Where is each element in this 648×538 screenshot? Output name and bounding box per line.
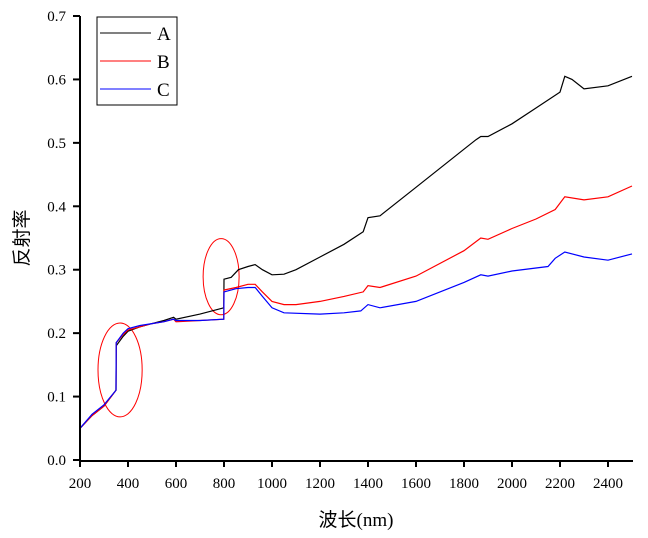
x-tick-label: 2000 bbox=[497, 476, 527, 492]
x-tick-label: 1800 bbox=[449, 476, 479, 492]
y-axis-title: 反射率 bbox=[11, 209, 33, 266]
x-axis-title: 波长(nm) bbox=[319, 509, 394, 531]
legend-label-c: C bbox=[157, 80, 170, 101]
x-tick-label: 200 bbox=[69, 476, 92, 492]
series-lines bbox=[79, 75, 633, 429]
x-tick-label: 800 bbox=[213, 476, 236, 492]
x-tick-label: 2200 bbox=[545, 476, 575, 492]
x-tick-label: 1400 bbox=[353, 476, 383, 492]
axes bbox=[79, 16, 633, 462]
series-line-a bbox=[79, 75, 633, 429]
y-tick-label: 0.4 bbox=[47, 199, 66, 215]
x-tick-label: 400 bbox=[117, 476, 140, 492]
x-ticks: 200 400 600 800 1000 1200 1400 1600 1800 2000 2200… bbox=[69, 461, 623, 492]
y-tick-label: 0.5 bbox=[47, 136, 66, 152]
x-tick-label: 1200 bbox=[305, 476, 335, 492]
series-line-c bbox=[79, 251, 633, 429]
y-tick-label: 0.2 bbox=[47, 326, 66, 342]
x-tick-label: 2400 bbox=[593, 476, 623, 492]
y-tick-label: 0.0 bbox=[47, 453, 66, 469]
annotations bbox=[97, 238, 240, 418]
highlight-ellipse-2 bbox=[202, 238, 240, 316]
x-tick-label: 1000 bbox=[257, 476, 287, 492]
highlight-ellipse-1 bbox=[97, 322, 143, 418]
x-tick-label: 1600 bbox=[401, 476, 431, 492]
y-ticks: 0.0 0.1 0.2 0.3 0.4 0.5 0.6 0.7 bbox=[47, 9, 80, 469]
series-line-b bbox=[79, 185, 633, 429]
legend-label-b: B bbox=[157, 52, 170, 73]
y-tick-label: 0.3 bbox=[47, 263, 66, 279]
y-tick-label: 0.1 bbox=[47, 390, 66, 406]
y-tick-label: 0.7 bbox=[47, 9, 66, 25]
x-tick-label: 600 bbox=[165, 476, 188, 492]
y-tick-label: 0.6 bbox=[47, 72, 66, 88]
legend-label-a: A bbox=[157, 24, 171, 45]
legend: A B C bbox=[96, 16, 178, 106]
